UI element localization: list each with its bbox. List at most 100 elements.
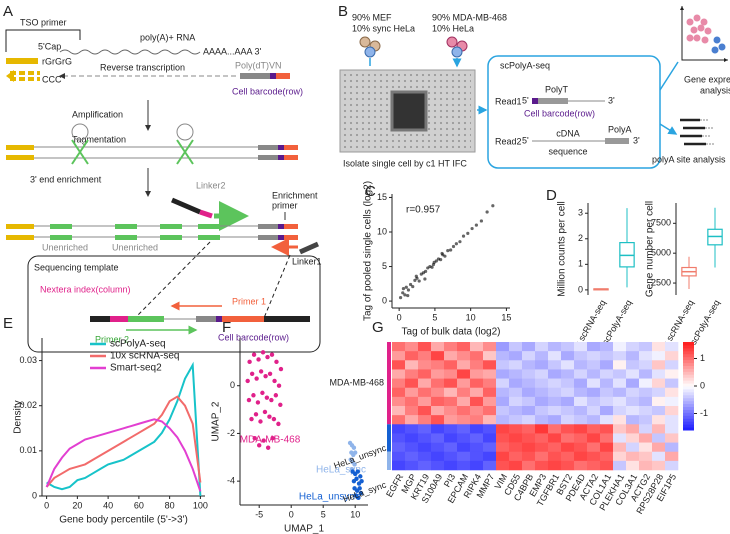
cell bbox=[626, 360, 640, 370]
cell bbox=[626, 415, 640, 425]
y-axis-title: Tag of pooled single cells (log2) bbox=[363, 181, 374, 321]
cell bbox=[600, 442, 614, 453]
cell bbox=[613, 387, 627, 398]
colorbar-step bbox=[683, 356, 694, 361]
point bbox=[479, 219, 483, 223]
cell bbox=[600, 451, 614, 462]
y-tick-label: 2 bbox=[578, 233, 583, 243]
point bbox=[255, 400, 261, 405]
point bbox=[413, 278, 417, 282]
cell bbox=[561, 387, 575, 398]
group-bar bbox=[387, 342, 391, 425]
point bbox=[276, 383, 282, 388]
cell bbox=[574, 360, 588, 370]
x-tick-label: 40 bbox=[103, 500, 113, 510]
label: rGrGrG bbox=[42, 56, 72, 66]
label: Nextera index(column) bbox=[40, 284, 131, 294]
point bbox=[424, 269, 428, 273]
cell bbox=[639, 369, 653, 379]
cell bbox=[405, 451, 419, 462]
colorbar-step bbox=[683, 347, 694, 352]
x-tick-label: 100 bbox=[193, 500, 208, 510]
cell bbox=[444, 396, 458, 407]
cell bbox=[665, 396, 679, 407]
cell bbox=[652, 396, 666, 407]
x-tick-label: 20 bbox=[72, 500, 82, 510]
cell bbox=[652, 342, 666, 352]
panel-label: A bbox=[3, 3, 13, 20]
cell bbox=[483, 424, 497, 434]
cell bbox=[652, 424, 666, 434]
cell bbox=[613, 360, 627, 370]
cell bbox=[496, 369, 510, 379]
cell bbox=[470, 369, 484, 379]
cell bbox=[431, 451, 445, 462]
cell bbox=[613, 442, 627, 453]
cell bbox=[561, 396, 575, 407]
y-tick-label: 5000 bbox=[651, 248, 671, 258]
cell bbox=[522, 396, 536, 407]
y-axis-title: Density bbox=[13, 400, 24, 433]
cell bbox=[665, 387, 679, 398]
cell bbox=[418, 406, 432, 416]
point bbox=[406, 288, 411, 292]
label: AAAA...AAA 3' bbox=[203, 46, 262, 56]
y-tick-label: 0.01 bbox=[19, 445, 37, 455]
x-tick-label: 10 bbox=[350, 509, 360, 519]
cell bbox=[418, 342, 432, 352]
cell bbox=[405, 460, 419, 471]
label: 10% sync HeLa bbox=[352, 23, 415, 33]
cell bbox=[548, 369, 562, 379]
label: poly(A)+ RNA bbox=[140, 32, 195, 42]
cell bbox=[600, 360, 614, 370]
colorbar-step bbox=[683, 362, 694, 366]
cell bbox=[535, 442, 549, 453]
cell bbox=[418, 360, 432, 370]
colorbar-step bbox=[683, 350, 694, 355]
cell bbox=[392, 378, 406, 389]
cell bbox=[522, 433, 536, 443]
cell bbox=[561, 351, 575, 361]
label: primer bbox=[272, 200, 298, 210]
cell bbox=[535, 415, 549, 425]
cell bbox=[587, 342, 601, 352]
cell bbox=[457, 360, 471, 370]
cluster-label: HeLa_unsync bbox=[299, 492, 360, 503]
point bbox=[411, 284, 415, 289]
label: PolyA bbox=[608, 124, 632, 134]
y-tick-label: 15 bbox=[377, 192, 387, 202]
label: Unenriched bbox=[42, 242, 88, 252]
point bbox=[247, 359, 252, 365]
cell bbox=[418, 460, 432, 471]
cell bbox=[574, 424, 588, 434]
cell bbox=[652, 433, 666, 443]
point bbox=[398, 296, 403, 300]
cell bbox=[574, 351, 588, 361]
cell bbox=[405, 387, 419, 398]
group-bar bbox=[387, 424, 391, 452]
label: cDNA bbox=[556, 128, 580, 138]
cell bbox=[574, 433, 588, 443]
cell bbox=[574, 387, 588, 398]
colorbar-label: 0 bbox=[700, 380, 705, 390]
cell bbox=[665, 460, 679, 471]
y-tick-label: 0 bbox=[32, 490, 37, 500]
colorbar-step bbox=[683, 418, 694, 422]
point bbox=[401, 291, 405, 295]
cell bbox=[574, 378, 588, 389]
point bbox=[358, 490, 364, 496]
cell bbox=[600, 369, 614, 379]
point bbox=[353, 450, 358, 455]
cell bbox=[405, 406, 419, 416]
cell bbox=[457, 387, 471, 398]
cell bbox=[470, 415, 484, 425]
cell bbox=[613, 396, 627, 407]
label: Reverse transcription bbox=[100, 62, 185, 72]
cell bbox=[639, 433, 653, 443]
cell bbox=[561, 406, 575, 416]
colorbar-step bbox=[683, 371, 694, 375]
cell bbox=[392, 351, 406, 361]
point bbox=[351, 445, 357, 450]
cell bbox=[522, 442, 536, 453]
x-tick-label: 60 bbox=[134, 500, 144, 510]
